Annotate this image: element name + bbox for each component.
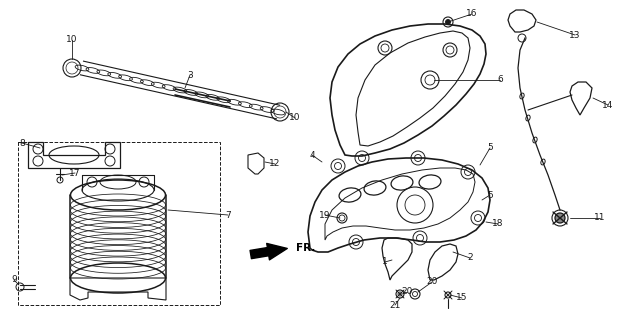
Text: 19: 19 xyxy=(319,211,331,220)
Circle shape xyxy=(555,213,565,223)
Text: 6: 6 xyxy=(497,76,503,85)
Text: 11: 11 xyxy=(595,213,605,222)
Text: 3: 3 xyxy=(187,71,193,80)
Text: 16: 16 xyxy=(467,9,477,18)
Text: 7: 7 xyxy=(225,211,231,220)
Text: 10: 10 xyxy=(67,36,77,45)
Text: 20: 20 xyxy=(401,287,413,296)
Text: FR.: FR. xyxy=(296,243,316,253)
Text: 2: 2 xyxy=(467,253,473,262)
Text: 1: 1 xyxy=(382,257,388,266)
Text: 5: 5 xyxy=(487,191,493,199)
Text: 14: 14 xyxy=(602,100,614,110)
Text: 18: 18 xyxy=(492,220,504,228)
Text: 9: 9 xyxy=(11,275,17,285)
Circle shape xyxy=(445,19,451,25)
Text: 20: 20 xyxy=(426,277,438,286)
Circle shape xyxy=(337,213,347,223)
Text: 4: 4 xyxy=(309,150,315,159)
FancyArrowPatch shape xyxy=(250,243,287,260)
Text: 13: 13 xyxy=(569,31,580,40)
Text: 15: 15 xyxy=(456,294,468,303)
Text: 8: 8 xyxy=(19,139,25,148)
Text: 10: 10 xyxy=(289,114,301,123)
Text: 21: 21 xyxy=(389,300,401,310)
Text: 5: 5 xyxy=(487,144,493,153)
Text: 12: 12 xyxy=(269,159,281,168)
Text: 17: 17 xyxy=(69,168,81,178)
